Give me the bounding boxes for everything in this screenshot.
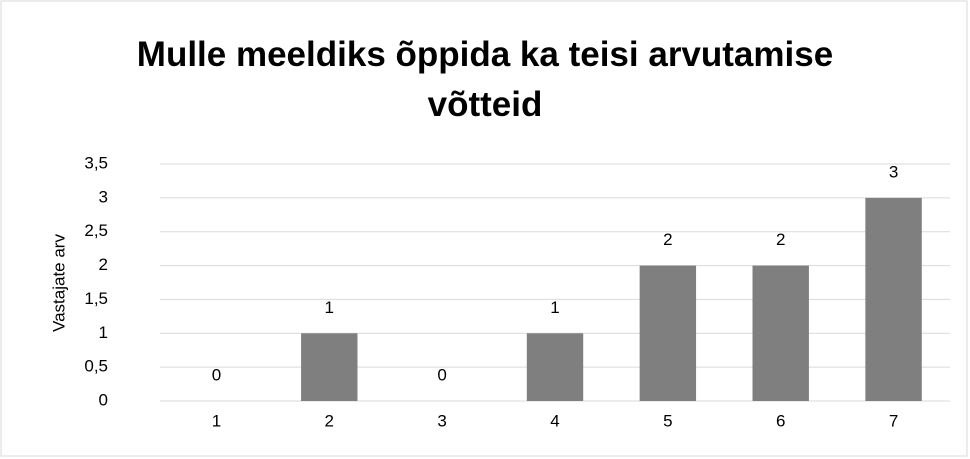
bar — [301, 333, 358, 401]
bar — [865, 197, 922, 401]
y-tick-label: 0 — [99, 390, 108, 409]
data-label: 0 — [212, 365, 221, 384]
x-tick-label: 1 — [212, 411, 221, 430]
data-label: 1 — [550, 298, 559, 317]
x-tick-label: 2 — [325, 411, 334, 430]
y-tick-label: 3,5 — [84, 153, 108, 172]
y-axis-label: Vastajate arv — [49, 234, 68, 332]
bar — [752, 265, 809, 401]
data-label: 0 — [437, 365, 446, 384]
y-tick-label: 2,5 — [84, 221, 108, 240]
x-tick-label: 4 — [550, 411, 559, 430]
y-tick-label: 0,5 — [84, 357, 108, 376]
x-tick-label: 6 — [776, 411, 785, 430]
bar — [526, 333, 584, 401]
data-label: 2 — [776, 230, 785, 249]
data-label: 2 — [663, 230, 672, 249]
x-tick-label: 5 — [663, 411, 672, 430]
data-label: 3 — [889, 162, 898, 181]
y-tick-label: 3 — [99, 187, 108, 206]
chart-title: Mulle meeldiks õppida ka teisi arvutamis… — [136, 35, 834, 124]
x-tick-label: 7 — [889, 411, 898, 430]
y-tick-label: 2 — [99, 255, 108, 274]
y-tick-label: 1,5 — [84, 289, 108, 308]
x-tick-label: 3 — [437, 411, 446, 430]
data-label: 1 — [325, 298, 334, 317]
bar — [639, 265, 697, 401]
y-tick-label: 1 — [99, 323, 108, 342]
